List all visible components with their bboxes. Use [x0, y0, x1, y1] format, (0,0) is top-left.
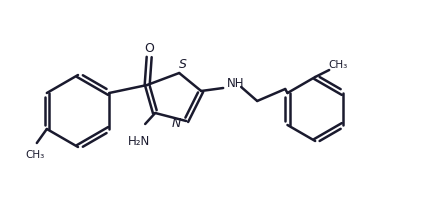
Text: H₂N: H₂N	[128, 135, 150, 148]
Text: CH₃: CH₃	[329, 60, 348, 70]
Text: NH: NH	[226, 77, 244, 89]
Text: S: S	[179, 58, 187, 70]
Text: O: O	[144, 42, 154, 54]
Text: N: N	[171, 116, 181, 130]
Text: CH₃: CH₃	[25, 150, 45, 160]
